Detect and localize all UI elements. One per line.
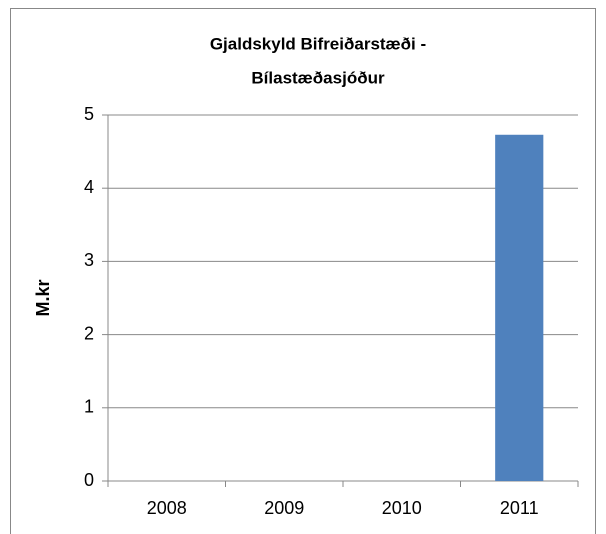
y-tick-label: 2: [84, 323, 94, 343]
bar: [495, 134, 544, 482]
y-tick-label: 0: [84, 470, 94, 490]
y-tick-label: 1: [84, 397, 94, 417]
x-tick-label: 2008: [147, 498, 187, 518]
x-tick-label: 2009: [264, 498, 304, 518]
chart-title: Gjaldskyld Bifreiðarstæði -: [210, 34, 426, 53]
y-tick-label: 4: [84, 177, 94, 197]
x-tick-label: 2010: [382, 498, 422, 518]
y-tick-label: 5: [84, 104, 94, 124]
y-axis-label: M.kr: [33, 279, 53, 316]
x-tick-label: 2011: [500, 498, 539, 518]
y-tick-label: 3: [84, 250, 94, 270]
chart-title: Bílastæðasjóður: [251, 68, 385, 87]
